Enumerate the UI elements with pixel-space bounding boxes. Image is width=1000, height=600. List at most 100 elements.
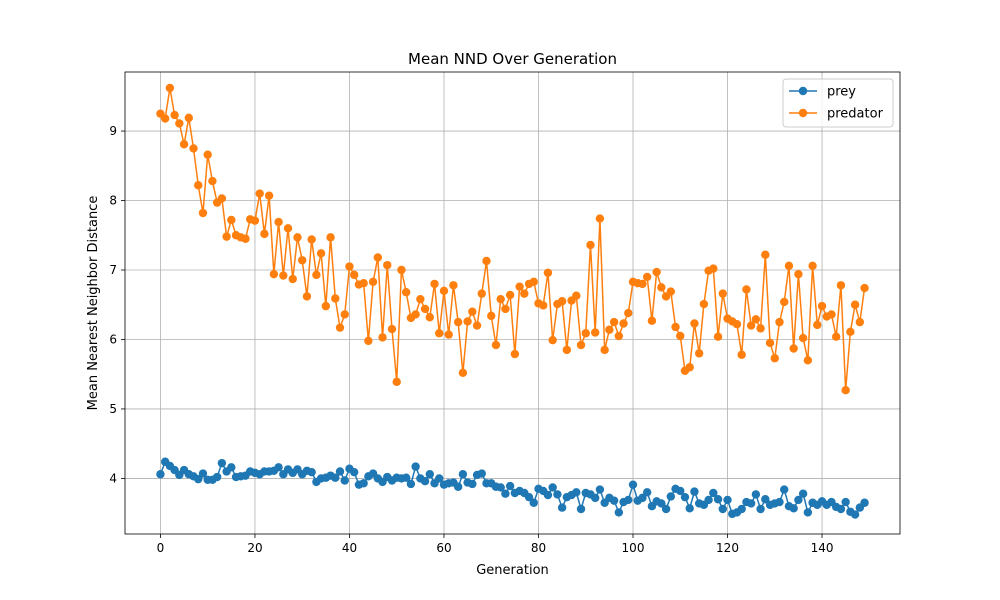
data-point-predator: [255, 189, 264, 198]
data-point-prey: [798, 489, 808, 498]
x-tick-label: 120: [716, 541, 739, 555]
data-point-predator: [397, 265, 406, 275]
series-line-predator: [159, 87, 866, 391]
data-point-prey: [628, 480, 638, 489]
data-point-predator: [331, 294, 340, 303]
data-point-prey: [212, 472, 222, 482]
data-point-prey: [406, 479, 416, 489]
data-point-predator: [501, 304, 510, 314]
data-point-predator: [694, 349, 704, 358]
data-point-predator: [657, 283, 666, 292]
data-point-predator: [652, 267, 661, 277]
legend-label: predator: [827, 107, 884, 122]
data-point-predator: [373, 253, 383, 262]
data-point-predator: [217, 194, 227, 203]
y-tick-label: 4: [109, 471, 117, 485]
data-point-prey: [274, 463, 283, 472]
data-point-prey: [780, 485, 789, 494]
data-point-prey: [690, 487, 699, 496]
data-point-predator: [430, 279, 439, 289]
x-tick-label: 100: [622, 541, 645, 555]
data-point-predator: [241, 234, 250, 243]
data-point-prey: [307, 467, 316, 477]
x-tick-label: 60: [436, 541, 451, 555]
data-point-predator: [860, 283, 869, 293]
plot-area: 0 20 40 60 80 100 120 140 4 5 6 7 8 9: [109, 71, 901, 555]
data-point-predator: [609, 317, 619, 327]
data-point-predator: [605, 325, 614, 334]
data-point-predator: [349, 270, 359, 280]
data-point-predator: [600, 345, 609, 355]
data-point-prey: [453, 482, 463, 491]
data-point-prey: [657, 499, 666, 508]
data-point-predator: [789, 344, 798, 353]
data-point-prey: [609, 496, 619, 505]
legend-label: prey: [827, 85, 856, 100]
data-point-predator: [647, 316, 657, 325]
data-point-predator: [307, 235, 316, 244]
chart-title: Mean NND Over Generation: [408, 50, 617, 68]
data-point-predator: [676, 331, 685, 341]
data-point-predator: [832, 332, 841, 341]
data-point-predator: [416, 294, 425, 304]
data-point-prey: [718, 504, 727, 514]
data-point-prey: [860, 498, 869, 507]
data-point-predator: [184, 113, 193, 123]
data-point-predator: [784, 261, 794, 271]
data-point-predator: [449, 281, 458, 290]
legend-item-predator: predator: [789, 107, 884, 122]
data-point-prey: [642, 488, 652, 497]
data-point-predator: [411, 310, 420, 319]
data-point-predator: [383, 260, 392, 270]
data-point-prey: [666, 492, 676, 501]
data-point-prey: [709, 488, 718, 498]
data-point-predator: [548, 335, 557, 345]
legend: prey predator: [782, 78, 894, 128]
data-point-predator: [283, 224, 293, 233]
data-point-prey: [331, 473, 340, 482]
data-point-predator: [477, 289, 486, 298]
data-point-prey: [803, 508, 813, 517]
data-point-prey: [713, 495, 723, 504]
data-point-prey: [676, 486, 685, 496]
data-point-prey: [227, 463, 236, 472]
data-point-prey: [841, 497, 850, 507]
data-point-predator: [463, 317, 472, 326]
x-axis-label: Generation: [476, 563, 549, 578]
x-tick-label: 80: [531, 541, 546, 555]
data-point-predator: [472, 321, 482, 330]
data-point-predator: [642, 272, 652, 282]
data-point-predator: [756, 324, 765, 333]
y-axis-label: Mean Nearest Neighbor Distance: [86, 196, 101, 411]
data-point-predator: [685, 363, 694, 372]
data-point-predator: [435, 329, 444, 338]
data-point-prey: [198, 469, 208, 478]
data-point-predator: [453, 317, 463, 327]
data-point-predator: [586, 240, 595, 250]
data-point-prey: [468, 479, 477, 489]
data-point-prey: [425, 470, 434, 479]
data-point-prey: [756, 504, 765, 514]
data-point-predator: [222, 232, 231, 241]
data-point-prey: [217, 458, 227, 468]
data-point-predator: [378, 333, 387, 342]
data-point-predator: [572, 291, 581, 300]
data-point-prey: [458, 470, 468, 479]
data-point-predator: [709, 264, 718, 273]
data-point-prey: [477, 469, 486, 478]
data-point-predator: [581, 329, 590, 338]
y-tick-label: 6: [109, 332, 117, 346]
data-point-predator: [803, 356, 813, 365]
data-point-predator: [746, 321, 756, 330]
axes-background: [125, 72, 900, 534]
data-point-predator: [439, 286, 449, 296]
data-point-prey: [435, 474, 444, 483]
axes-frame: [124, 71, 901, 535]
data-point-prey: [761, 495, 770, 504]
legend-marker: [798, 86, 808, 96]
legend-item-prey: prey: [789, 85, 856, 100]
data-point-prey: [411, 462, 420, 471]
data-point-predator: [813, 320, 822, 330]
data-point-prey: [836, 504, 846, 514]
